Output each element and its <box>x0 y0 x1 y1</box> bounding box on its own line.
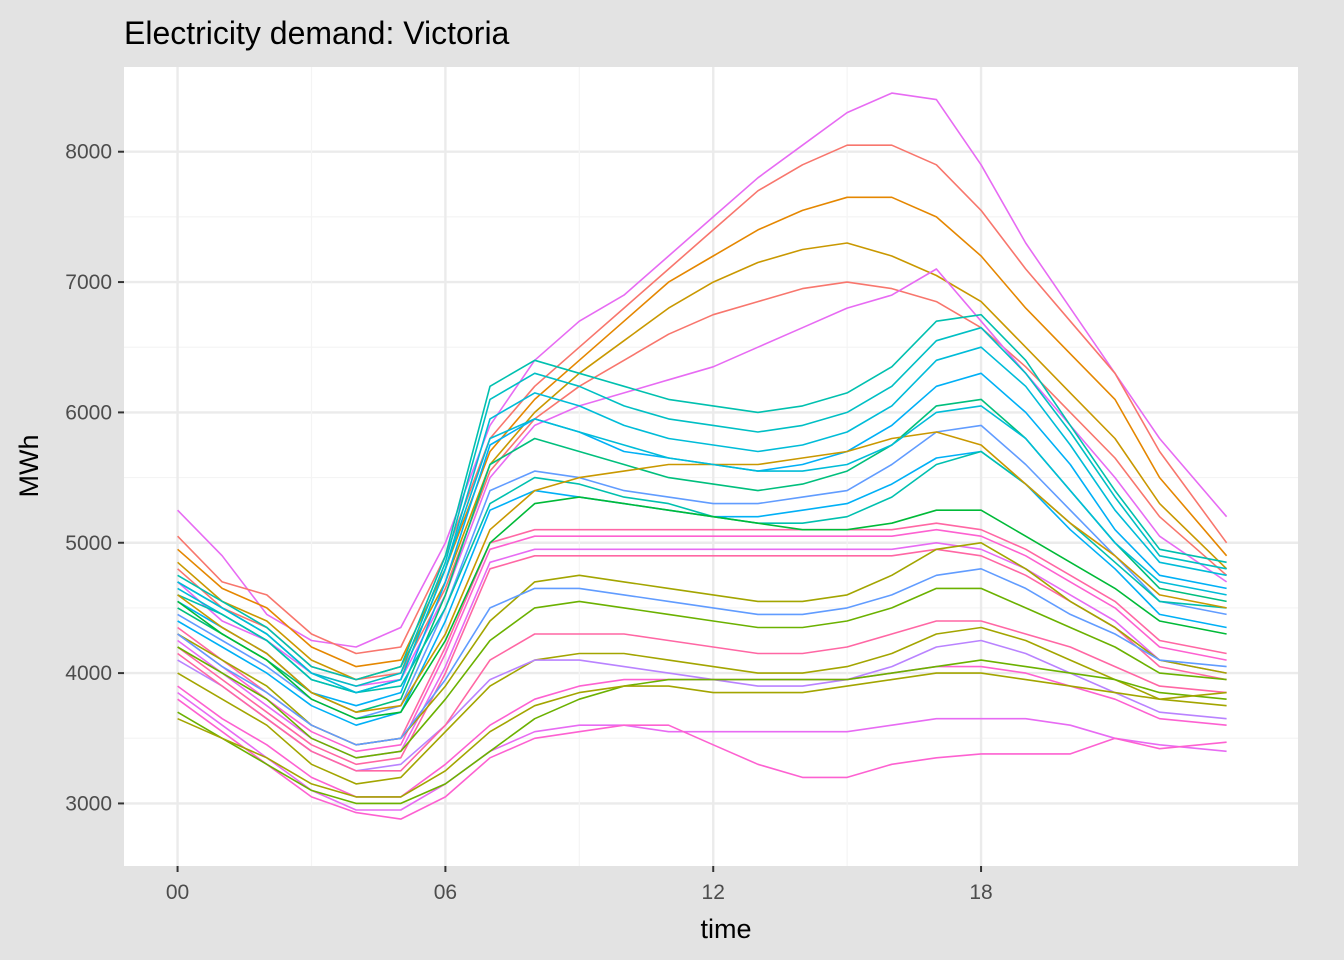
series-line <box>177 144 1228 655</box>
series-line <box>177 528 1227 753</box>
chart-title: Electricity demand: Victoria <box>124 15 510 51</box>
series-lines <box>177 92 1228 820</box>
series-line <box>177 431 1227 714</box>
series-line <box>177 326 1227 687</box>
x-tick-label: 18 <box>969 881 992 904</box>
y-tick-label: 3000 <box>65 792 112 815</box>
series-line <box>177 405 1227 694</box>
y-tick-label: 5000 <box>65 532 112 555</box>
series-line <box>177 242 1228 681</box>
y-tick-label: 7000 <box>65 271 112 294</box>
grid-lines <box>124 67 1298 866</box>
x-axis-title: time <box>700 914 751 944</box>
series-line <box>177 620 1227 772</box>
series-line <box>177 548 1227 766</box>
series-line <box>177 587 1227 759</box>
series-line <box>177 626 1227 785</box>
x-tick-label: 12 <box>702 881 725 904</box>
series-line <box>177 567 1227 746</box>
series-line <box>177 196 1228 668</box>
y-tick-label: 8000 <box>65 141 112 164</box>
series-line <box>177 92 1228 648</box>
series-line <box>177 691 1227 811</box>
series-line <box>177 496 1227 720</box>
x-tick-label: 06 <box>434 881 457 904</box>
x-tick-label: 00 <box>166 881 189 904</box>
series-line <box>177 313 1227 681</box>
series-line <box>177 672 1227 798</box>
plot-panel <box>124 67 1298 866</box>
axis-ticks: 3000 4000 5000 6000 7000 8000 00 06 12 18 <box>65 141 992 904</box>
series-line <box>177 659 1227 805</box>
series-line <box>177 698 1227 820</box>
y-tick-label: 6000 <box>65 401 112 424</box>
y-tick-label: 4000 <box>65 662 112 685</box>
y-axis-title: MWh <box>14 435 44 498</box>
